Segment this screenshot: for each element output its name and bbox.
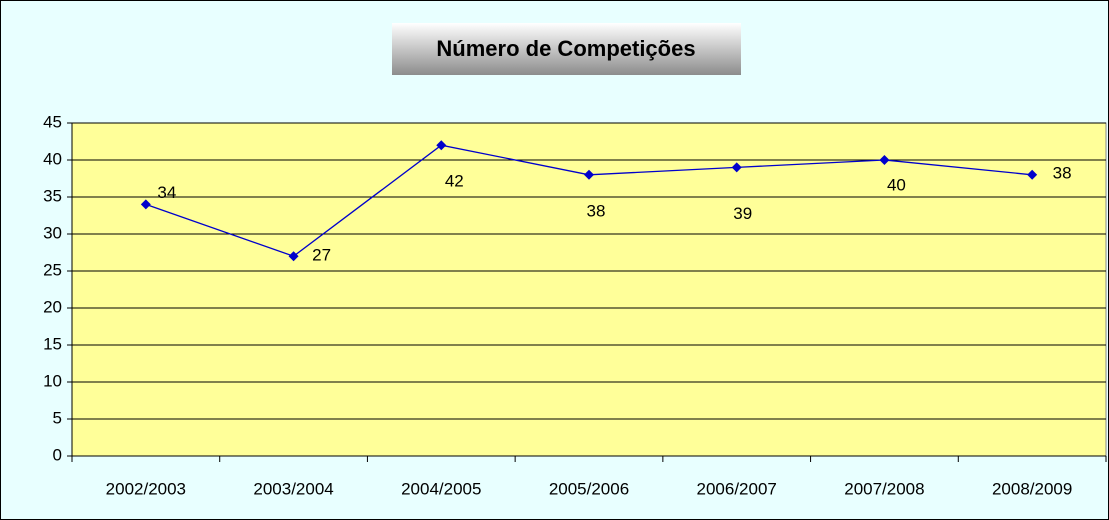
y-tick-label: 35 [43, 186, 62, 205]
x-tick-label: 2004/2005 [401, 479, 481, 498]
data-label: 38 [1053, 163, 1072, 182]
data-point [140, 199, 151, 210]
y-tick-label: 30 [43, 223, 62, 242]
y-tick-label: 15 [43, 334, 62, 353]
data-point [1027, 169, 1038, 180]
x-tick-label: 2002/2003 [106, 479, 186, 498]
data-point [879, 155, 890, 165]
data-label: 38 [587, 201, 606, 220]
data-label: 27 [312, 246, 331, 265]
y-tick-label: 0 [53, 445, 62, 464]
y-tick-label: 40 [43, 149, 62, 168]
chart-title: Número de Competições [436, 36, 695, 61]
x-tick-label: 2005/2006 [549, 479, 629, 498]
data-point [584, 169, 594, 180]
data-label: 39 [733, 204, 752, 223]
x-tick-label: 2008/2009 [992, 479, 1072, 498]
x-tick-label: 2007/2008 [844, 479, 924, 498]
y-tick-label: 10 [43, 371, 62, 390]
data-point [288, 251, 299, 262]
x-tick-label: 2003/2004 [253, 479, 333, 498]
y-tick-label: 25 [43, 260, 62, 279]
y-tick-label: 5 [53, 408, 62, 427]
title-box [392, 23, 741, 75]
x-tick-label: 2006/2007 [697, 479, 777, 498]
y-tick-label: 20 [43, 297, 62, 316]
data-point [436, 140, 447, 151]
data-label: 42 [445, 172, 464, 191]
data-label: 34 [157, 183, 176, 202]
y-tick-label: 45 [43, 112, 62, 131]
data-point [731, 162, 742, 173]
data-label: 40 [887, 175, 906, 194]
